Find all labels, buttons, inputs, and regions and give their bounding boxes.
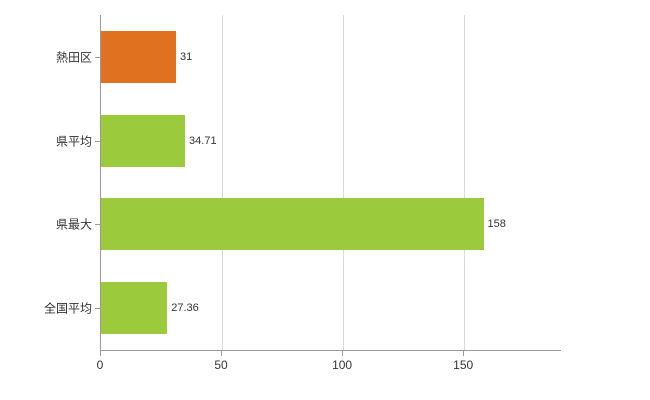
bar[interactable] [101, 30, 177, 83]
y-axis-tick [95, 224, 100, 226]
bar-value-label: 158 [487, 218, 506, 231]
bar-value-label: 31 [180, 50, 193, 63]
y-axis-tick [95, 308, 100, 310]
bar[interactable] [101, 114, 186, 167]
category-label: 全国平均 [43, 301, 92, 316]
plot-area: 31 34.71 158 27.36 [100, 15, 561, 351]
bar-value-label: 34.71 [189, 134, 217, 147]
x-axis-tick-label: 50 [214, 358, 228, 372]
bar[interactable] [101, 282, 168, 335]
y-axis-tick [95, 56, 100, 58]
x-axis-tick [221, 351, 223, 356]
x-axis-tick-label: 100 [332, 358, 353, 372]
y-axis-tick [95, 140, 100, 142]
gridline [222, 15, 224, 350]
bar[interactable] [101, 198, 484, 251]
category-label: 県最大 [55, 217, 92, 232]
x-axis-tick [463, 351, 465, 356]
x-axis-tick-label: 150 [453, 358, 474, 372]
gridline [343, 15, 345, 350]
category-label: 熱田区 [55, 50, 92, 65]
gridline [464, 15, 466, 350]
x-axis-tick-label: 0 [96, 358, 104, 372]
bar-value-label: 27.36 [171, 302, 199, 315]
x-axis-tick [342, 351, 344, 356]
x-axis-tick [100, 351, 101, 356]
category-label: 県平均 [55, 134, 92, 149]
